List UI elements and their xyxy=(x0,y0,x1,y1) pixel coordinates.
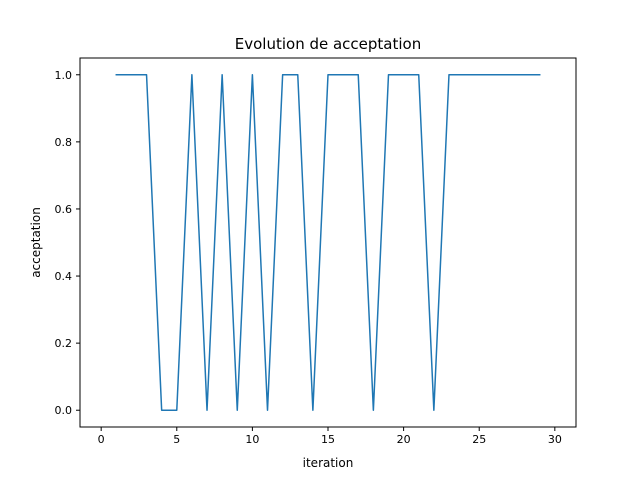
chart-title: Evolution de acceptation xyxy=(235,35,421,53)
x-axis-label: iteration xyxy=(303,456,354,470)
x-tick-label: 20 xyxy=(397,433,411,446)
x-tick-label: 15 xyxy=(321,433,335,446)
y-tick-label: 0.8 xyxy=(55,136,73,149)
y-tick-label: 1.0 xyxy=(55,69,73,82)
y-axis-label: acceptation xyxy=(29,207,43,278)
y-tick-label: 0.6 xyxy=(55,203,73,216)
y-tick-label: 0.0 xyxy=(55,404,73,417)
x-tick-label: 30 xyxy=(548,433,562,446)
x-axis-ticks: 0 5 10 15 20 25 30 xyxy=(98,427,562,446)
y-axis-ticks: 0.0 0.2 0.4 0.6 0.8 1.0 xyxy=(55,69,80,417)
y-tick-label: 0.2 xyxy=(55,337,73,350)
x-tick-label: 25 xyxy=(472,433,486,446)
x-tick-label: 10 xyxy=(245,433,259,446)
x-tick-label: 5 xyxy=(173,433,180,446)
x-tick-label: 0 xyxy=(98,433,105,446)
y-tick-label: 0.4 xyxy=(55,270,73,283)
series-layer xyxy=(115,74,541,411)
series-line xyxy=(115,74,541,411)
